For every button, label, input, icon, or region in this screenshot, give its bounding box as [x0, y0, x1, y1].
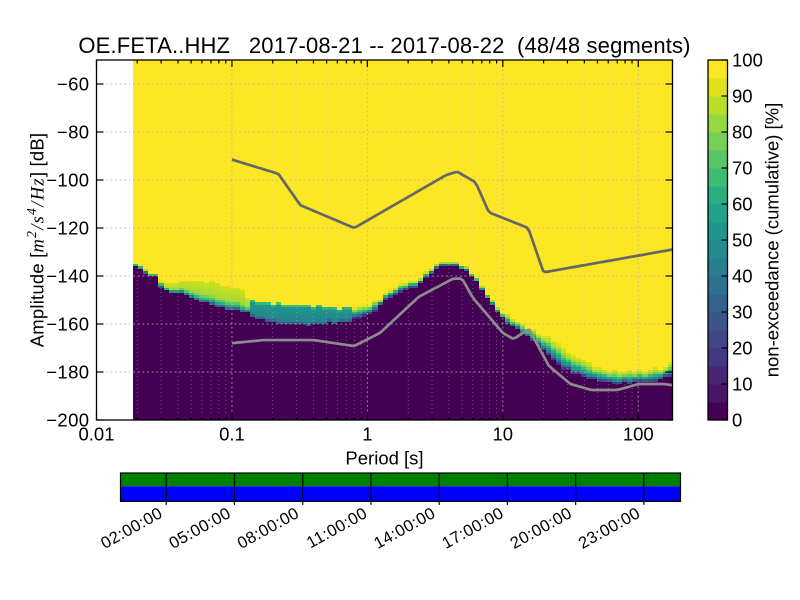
svg-text:OE.FETA..HHZ 2017-08-21 -- 2: OE.FETA..HHZ 2017-08-21 -- 2017-08-22 (4… — [78, 33, 690, 58]
svg-text:100: 100 — [623, 424, 654, 445]
svg-text:Period [s]: Period [s] — [345, 448, 423, 469]
svg-text:10: 10 — [732, 373, 753, 394]
svg-text:0.01: 0.01 — [78, 424, 114, 445]
svg-text:60: 60 — [732, 193, 753, 214]
svg-text:−60: −60 — [57, 73, 90, 94]
svg-text:0: 0 — [732, 409, 742, 430]
svg-text:−200: −200 — [46, 409, 89, 430]
svg-text:Amplitude [m2/s4/Hz] [dB]: Amplitude [m2/s4/Hz] [dB] — [24, 133, 49, 348]
svg-text:−80: −80 — [57, 121, 90, 142]
svg-text:20: 20 — [732, 337, 753, 358]
svg-text:40: 40 — [732, 265, 753, 286]
svg-text:10: 10 — [493, 424, 514, 445]
svg-text:−180: −180 — [46, 361, 89, 382]
svg-text:−160: −160 — [46, 313, 89, 334]
svg-text:0.1: 0.1 — [219, 424, 245, 445]
svg-text:80: 80 — [732, 121, 753, 142]
svg-text:30: 30 — [732, 301, 753, 322]
svg-text:−100: −100 — [46, 169, 89, 190]
svg-text:100: 100 — [732, 49, 763, 70]
svg-text:70: 70 — [732, 157, 753, 178]
svg-text:50: 50 — [732, 229, 753, 250]
svg-text:1: 1 — [362, 424, 372, 445]
svg-text:non-exceedance (cumulative) [%: non-exceedance (cumulative) [%] — [762, 103, 783, 378]
svg-text:−140: −140 — [46, 265, 89, 286]
svg-text:90: 90 — [732, 85, 753, 106]
svg-text:−120: −120 — [46, 217, 89, 238]
